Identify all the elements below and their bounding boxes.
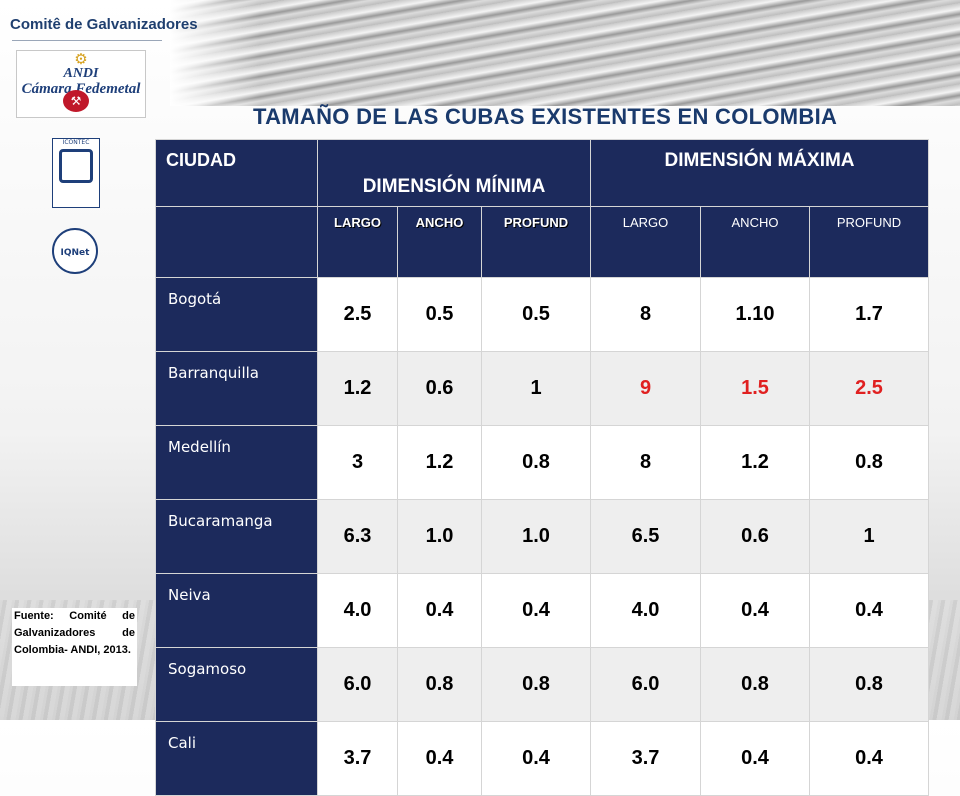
cell-value: 1 [481, 351, 591, 426]
brand-name: Comitê de Galvanizadores [10, 16, 198, 33]
subheader-empty [155, 206, 318, 278]
gear-icon: ⚙ [74, 50, 88, 68]
cell-value: 0.8 [397, 647, 482, 722]
cell-value: 0.5 [397, 277, 482, 352]
cell-value: 0.4 [700, 721, 810, 796]
cell-value: 2.5 [317, 277, 398, 352]
table-subheader-row: LARGO ANCHO PROFUND LARGO ANCHO PROFUND [155, 206, 930, 278]
cell-value: 4.0 [317, 573, 398, 648]
cell-value: 0.6 [397, 351, 482, 426]
cell-value: 6.0 [317, 647, 398, 722]
tank-size-table: CIUDAD DIMENSIÓN MÍNIMA DIMENSIÓN MÁXIMA… [155, 139, 930, 796]
cell-value: 8 [590, 425, 701, 500]
cell-value: 1.10 [700, 277, 810, 352]
cell-value: 1 [808, 499, 930, 574]
table-row: Bucaramanga 6.3 1.0 1.0 6.5 0.6 1 [155, 499, 930, 574]
city-name: Bogotá [155, 277, 318, 352]
cell-value: 0.4 [397, 573, 482, 648]
cell-value: 1.2 [397, 425, 482, 500]
subheader-min-ancho: ANCHO [397, 206, 482, 278]
cell-value: 0.4 [808, 573, 930, 648]
cell-value: 0.8 [808, 425, 930, 500]
cell-value: 6.0 [590, 647, 701, 722]
cell-value: 1.0 [397, 499, 482, 574]
andi-logo-text: ANDI [63, 66, 99, 81]
corrugated-metal-banner [170, 0, 960, 106]
city-name: Barranquilla [155, 351, 318, 426]
andi-logo-subtext: Cámara Fedemetal [21, 81, 141, 97]
cell-value: 8 [590, 277, 701, 352]
source-note: Fuente: Comité de Galvanizadores de Colo… [12, 608, 137, 686]
cell-value: 0.8 [700, 647, 810, 722]
subheader-min-largo: LARGO [317, 206, 398, 278]
icontec-certification-logo: ICONTEC [52, 138, 100, 208]
city-name: Cali [155, 721, 318, 796]
cell-value: 9 [590, 351, 701, 426]
city-name: Bucaramanga [155, 499, 318, 574]
anvil-icon: ⚒ [63, 90, 89, 112]
column-group-max: DIMENSIÓN MÁXIMA [589, 139, 930, 207]
cell-value: 3 [317, 425, 398, 500]
table-row: Sogamoso 6.0 0.8 0.8 6.0 0.8 0.8 [155, 647, 930, 722]
iqnet-certification-logo: IQNet [52, 228, 98, 274]
cell-value: 1.2 [317, 351, 398, 426]
column-header-city: CIUDAD [155, 139, 318, 207]
table-header-row: CIUDAD DIMENSIÓN MÍNIMA DIMENSIÓN MÁXIMA [155, 139, 930, 207]
table-row: Bogotá 2.5 0.5 0.5 8 1.10 1.7 [155, 277, 930, 352]
subheader-max-ancho: ANCHO [700, 206, 810, 278]
city-name: Medellín [155, 425, 318, 500]
table-row: Cali 3.7 0.4 0.4 3.7 0.4 0.4 [155, 721, 930, 796]
cell-value: 6.5 [590, 499, 701, 574]
city-name: Neiva [155, 573, 318, 648]
cell-value: 0.4 [397, 721, 482, 796]
cell-value: 1.0 [481, 499, 591, 574]
andi-logo: ⚙ ANDI Cámara Fedemetal [16, 50, 146, 118]
cell-value: 0.6 [700, 499, 810, 574]
cell-value: 3.7 [590, 721, 701, 796]
cell-value: 0.8 [481, 425, 591, 500]
cell-value: 1.5 [700, 351, 810, 426]
icontec-label: ICONTEC [62, 139, 90, 146]
city-name: Sogamoso [155, 647, 318, 722]
cell-value: 1.7 [808, 277, 930, 352]
cell-value: 3.7 [317, 721, 398, 796]
cell-value: 0.4 [808, 721, 930, 796]
table-body: Bogotá 2.5 0.5 0.5 8 1.10 1.7 Barranquilla 1.2 0.… [155, 277, 930, 796]
table-row: Neiva 4.0 0.4 0.4 4.0 0.4 0.4 [155, 573, 930, 648]
column-group-min: DIMENSIÓN MÍNIMA [317, 139, 591, 207]
cell-value: 0.4 [700, 573, 810, 648]
certification-mark-icon [59, 149, 93, 183]
cell-value: 0.8 [481, 647, 591, 722]
cell-value: 0.4 [481, 721, 591, 796]
page-title: TAMAÑO DE LAS CUBAS EXISTENTES EN COLOMB… [253, 104, 838, 129]
cell-value: 2.5 [808, 351, 930, 426]
table-row: Barranquilla 1.2 0.6 1 9 1.5 2.5 [155, 351, 930, 426]
cell-value: 0.8 [808, 647, 930, 722]
banner-fade [170, 0, 260, 106]
cell-value: 1.2 [700, 425, 810, 500]
cell-value: 4.0 [590, 573, 701, 648]
subheader-min-profund: PROFUND [481, 206, 591, 278]
subheader-max-profund: PROFUND [808, 206, 930, 278]
cell-value: 0.5 [481, 277, 591, 352]
table-row: Medellín 3 1.2 0.8 8 1.2 0.8 [155, 425, 930, 500]
cell-value: 6.3 [317, 499, 398, 574]
iqnet-label: IQNet [60, 248, 90, 258]
divider [12, 40, 162, 41]
cell-value: 0.4 [481, 573, 591, 648]
subheader-max-largo: LARGO [590, 206, 701, 278]
